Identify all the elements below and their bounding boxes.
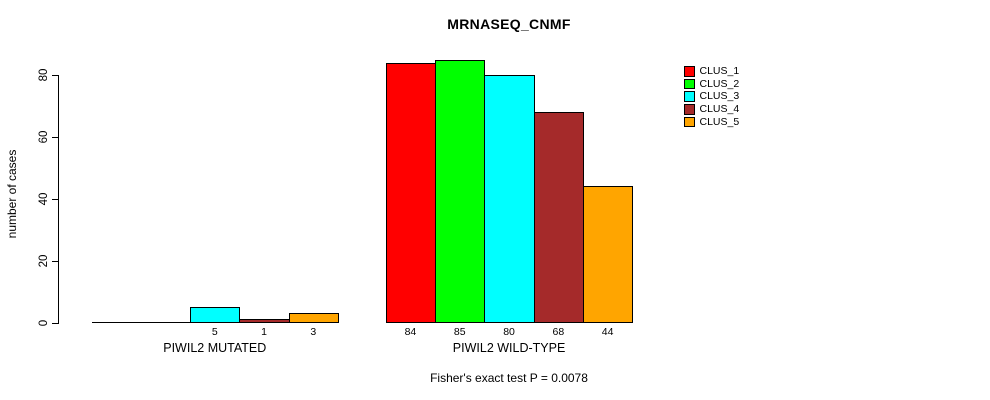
bar-CLUS_5 <box>583 186 634 324</box>
bar-CLUS_1 <box>385 62 437 324</box>
legend-label: CLUS_2 <box>699 77 740 90</box>
annotation-fisher-test: Fisher's exact test P = 0.0078 <box>430 371 588 385</box>
y-axis-tick-label: 20 <box>38 254 50 268</box>
y-axis-title: number of cases <box>5 149 19 239</box>
y-axis-tick <box>52 322 59 324</box>
bar-value-label: 68 <box>552 326 565 338</box>
y-axis-tick-label: 40 <box>38 192 50 206</box>
legend-item-CLUS_3: CLUS_3 <box>684 90 739 103</box>
bar-CLUS_2-zero <box>140 321 191 324</box>
bar-value-label: 80 <box>503 326 515 338</box>
bar-CLUS_1-zero <box>91 321 141 324</box>
bar-value-label: 84 <box>404 326 417 338</box>
legend-label: CLUS_3 <box>699 90 740 103</box>
legend-swatch-icon <box>684 91 695 102</box>
x-group-label: PIWIL2 MUTATED <box>163 341 267 355</box>
bar-CLUS_2 <box>435 59 486 324</box>
bar-CLUS_4 <box>533 112 584 324</box>
y-axis-tick-label: 80 <box>38 69 50 82</box>
bar-CLUS_3 <box>484 74 535 324</box>
chart-title: MRNASEQ_CNMF <box>447 16 571 32</box>
y-axis-tick-label: 0 <box>38 319 50 327</box>
legend-item-CLUS_2: CLUS_2 <box>684 78 739 91</box>
y-axis-tick <box>52 136 59 139</box>
bar-value-label: 85 <box>453 326 466 338</box>
bar-value-label: 5 <box>211 326 218 338</box>
legend-swatch-icon <box>684 116 695 128</box>
y-axis-tick <box>52 74 59 77</box>
bar-CLUS_3 <box>190 307 241 324</box>
legend-swatch-icon <box>684 78 695 90</box>
legend-label: CLUS_5 <box>699 115 740 128</box>
bar-CLUS_4 <box>239 319 290 324</box>
legend-item-CLUS_5: CLUS_5 <box>684 116 739 129</box>
y-axis-tick <box>52 198 59 201</box>
legend-label: CLUS_1 <box>699 65 740 78</box>
x-group-label: PIWIL2 WILD-TYPE <box>452 341 566 355</box>
y-axis-tick-label: 60 <box>38 130 50 144</box>
legend: CLUS_1 CLUS_2 CLUS_3 CLUS_4 CLUS_5 <box>684 65 739 128</box>
bar-CLUS_5 <box>288 313 339 324</box>
legend-swatch-icon <box>684 66 695 77</box>
bar-value-label: 1 <box>261 326 267 338</box>
y-axis-tick <box>52 260 59 262</box>
legend-swatch-icon <box>684 104 695 115</box>
legend-item-CLUS_4: CLUS_4 <box>684 103 739 116</box>
bar-value-label: 44 <box>601 326 614 338</box>
legend-label: CLUS_4 <box>699 103 740 116</box>
legend-item-CLUS_1: CLUS_1 <box>684 65 739 78</box>
bar-value-label: 3 <box>310 326 317 338</box>
